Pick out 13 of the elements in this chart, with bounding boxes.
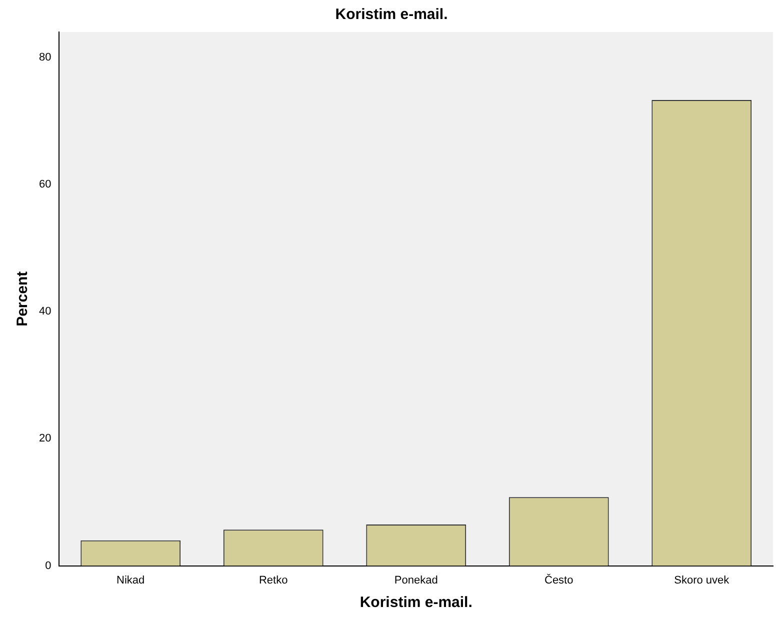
y-axis-title: Percent <box>14 271 32 326</box>
x-tick-label: Retko <box>258 574 288 586</box>
chart-title: Koristim e-mail. <box>335 6 448 24</box>
y-tick-label: 80 <box>38 51 52 64</box>
y-tick-label: 60 <box>38 178 52 191</box>
x-axis-title: Koristim e-mail. <box>360 594 472 612</box>
x-tick-label: Nikad <box>116 574 145 586</box>
y-tick-label: 20 <box>38 432 52 445</box>
y-tick-label: 40 <box>38 306 52 318</box>
x-tick-label: Često <box>544 573 574 586</box>
x-tick-label: Ponekad <box>394 574 438 586</box>
y-tick-label: 0 <box>45 560 52 572</box>
x-tick-label: Skoro uvek <box>674 574 730 586</box>
